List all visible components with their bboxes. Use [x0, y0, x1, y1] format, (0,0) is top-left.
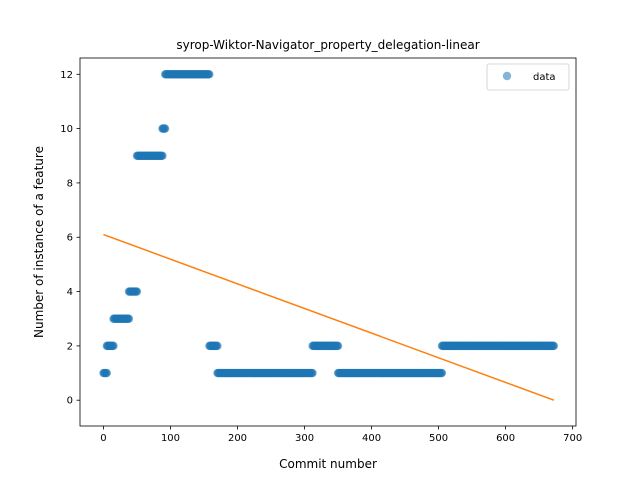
chart-title: syrop-Wiktor-Navigator_property_delegati… — [176, 38, 479, 52]
legend-box — [486, 63, 570, 91]
x-tick-label: 500 — [429, 433, 448, 444]
y-tick-label: 8 — [67, 178, 73, 189]
x-axis-title: Commit number — [279, 457, 377, 471]
y-axis-title: Number of instance of a feature — [32, 146, 46, 338]
data-point — [160, 124, 170, 133]
fit-line — [103, 233, 555, 401]
data-point — [124, 314, 134, 323]
data-point — [549, 341, 559, 351]
data-point — [158, 151, 167, 160]
data-point — [102, 368, 112, 378]
y-tick-label: 12 — [60, 70, 73, 81]
data-point — [213, 341, 222, 351]
axes — [79, 57, 577, 427]
x-tick-label: 600 — [496, 433, 515, 444]
legend-marker — [502, 71, 512, 81]
y-tick-label: 6 — [67, 233, 73, 244]
y-tick-label: 4 — [67, 287, 73, 298]
y-tick-label: 2 — [67, 341, 73, 352]
x-tick-label: 100 — [161, 433, 180, 444]
data-point — [308, 368, 317, 378]
data-point — [132, 287, 142, 296]
y-tick-label: 0 — [67, 396, 73, 407]
legend-label: data — [533, 72, 556, 83]
data-point — [333, 341, 343, 351]
data-point — [205, 70, 214, 79]
x-tick-label: 300 — [295, 433, 314, 444]
data-point — [109, 341, 118, 351]
legend: data — [486, 63, 570, 91]
axes-frame — [79, 57, 577, 427]
ticks: 0 100 200 300 400 500 600 700 0 2 4 6 8 10 12 — [60, 70, 582, 444]
x-tick-label: 200 — [228, 433, 247, 444]
y-tick-label: 10 — [60, 124, 73, 135]
plot-area — [99, 70, 559, 401]
data-point — [437, 368, 447, 378]
x-tick-label: 400 — [362, 433, 381, 444]
x-tick-label: 700 — [563, 433, 582, 444]
x-tick-label: 0 — [100, 433, 106, 444]
